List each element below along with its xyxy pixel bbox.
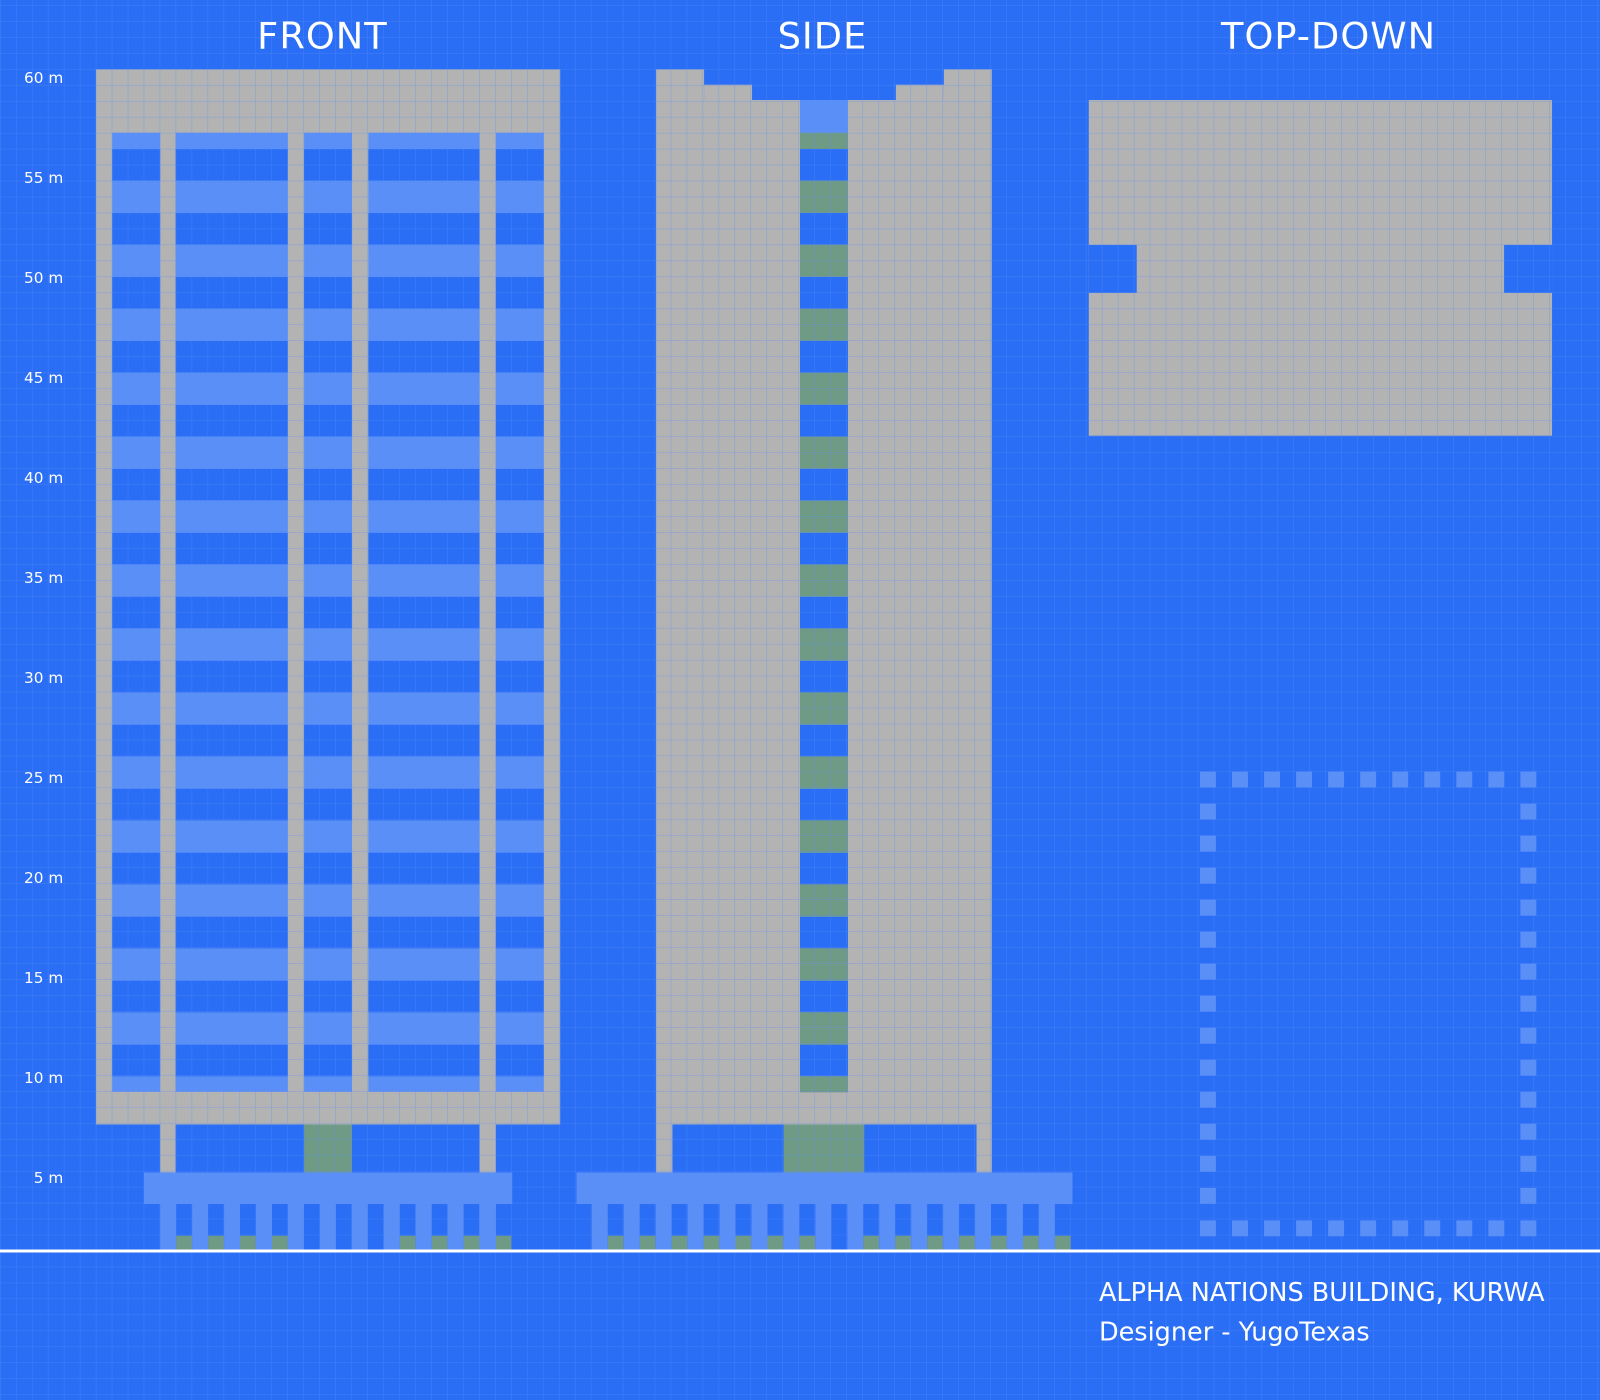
height-label: 50 m	[24, 269, 63, 287]
view-title: SIDE	[778, 14, 868, 57]
caption-title: ALPHA NATIONS BUILDING, KURWA	[1099, 1278, 1545, 1308]
view-title: FRONT	[257, 14, 388, 57]
height-label: 45 m	[24, 369, 63, 387]
height-label: 20 m	[24, 869, 63, 887]
caption-designer: Designer - YugoTexas	[1099, 1318, 1370, 1348]
height-label: 30 m	[24, 669, 63, 687]
height-label: 55 m	[24, 169, 63, 187]
view-title: TOP-DOWN	[1220, 14, 1436, 57]
height-label: 60 m	[24, 69, 63, 87]
height-label: 15 m	[24, 969, 63, 987]
height-label: 5 m	[34, 1169, 64, 1187]
height-label: 40 m	[24, 469, 63, 487]
height-label: 10 m	[24, 1069, 63, 1087]
height-label: 25 m	[24, 769, 63, 787]
height-label: 35 m	[24, 569, 63, 587]
